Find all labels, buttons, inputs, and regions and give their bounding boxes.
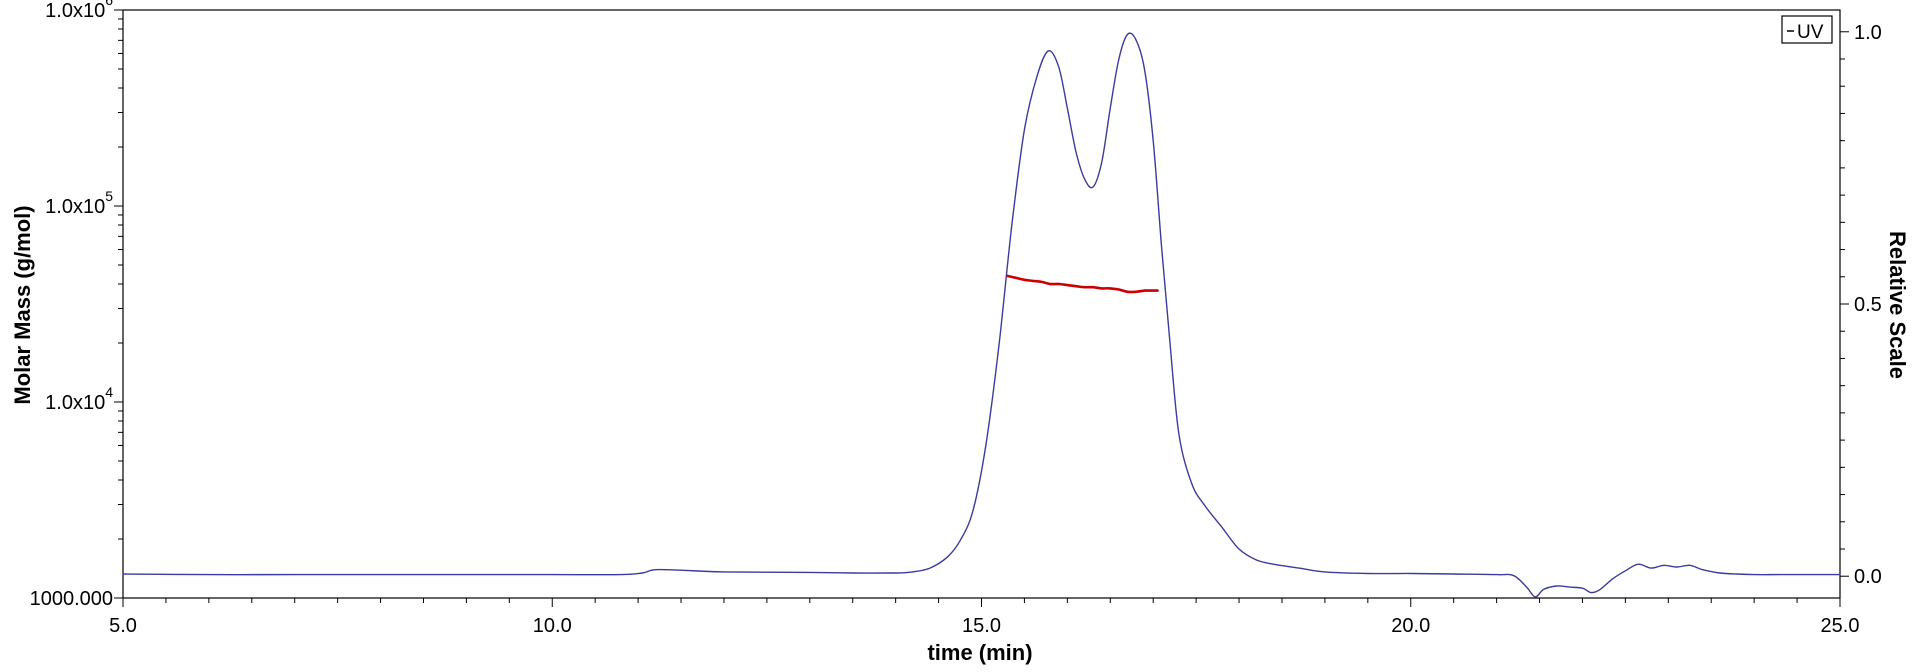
y-right-tick-label: 0.0	[1854, 566, 1882, 588]
y-axis-right-title: Relative Scale	[1885, 231, 1910, 379]
y-left-tick-label: 1.0x106	[45, 0, 113, 22]
x-axis: 5.0 10.0 15.0 20.0 25.0	[109, 598, 1859, 637]
x-tick-label: 15.0	[962, 615, 1001, 637]
legend: UV	[1781, 15, 1833, 44]
x-tick-label: 5.0	[109, 615, 137, 637]
x-axis-title: time (min)	[927, 640, 1032, 665]
y-right-tick-label: 0.5	[1854, 294, 1882, 316]
x-tick-label: 20.0	[1391, 615, 1430, 637]
y-axis-left-title: Molar Mass (g/mol)	[10, 205, 35, 404]
x-tick-label: 10.0	[533, 615, 572, 637]
y-left-tick-label: 1.0x105	[45, 188, 113, 218]
legend-entry-uv: UV	[1797, 22, 1824, 43]
x-tick-label: 25.0	[1821, 615, 1860, 637]
series-layer	[122, 32, 1841, 598]
plot-frame	[122, 9, 1841, 599]
series-uv-line	[122, 32, 1841, 598]
y-axis-right: 0.0 0.5 1.0	[1840, 22, 1882, 588]
y-right-tick-label: 1.0	[1854, 22, 1882, 44]
y-left-tick-label: 1000.000	[30, 588, 113, 610]
legend-box	[1781, 15, 1833, 44]
series-molar-mass-line	[1006, 274, 1159, 294]
y-left-tick-label: 1.0x104	[45, 384, 113, 414]
y-axis-left: 1.0x106 1.0x105 1.0x104 1000.000	[30, 0, 123, 610]
